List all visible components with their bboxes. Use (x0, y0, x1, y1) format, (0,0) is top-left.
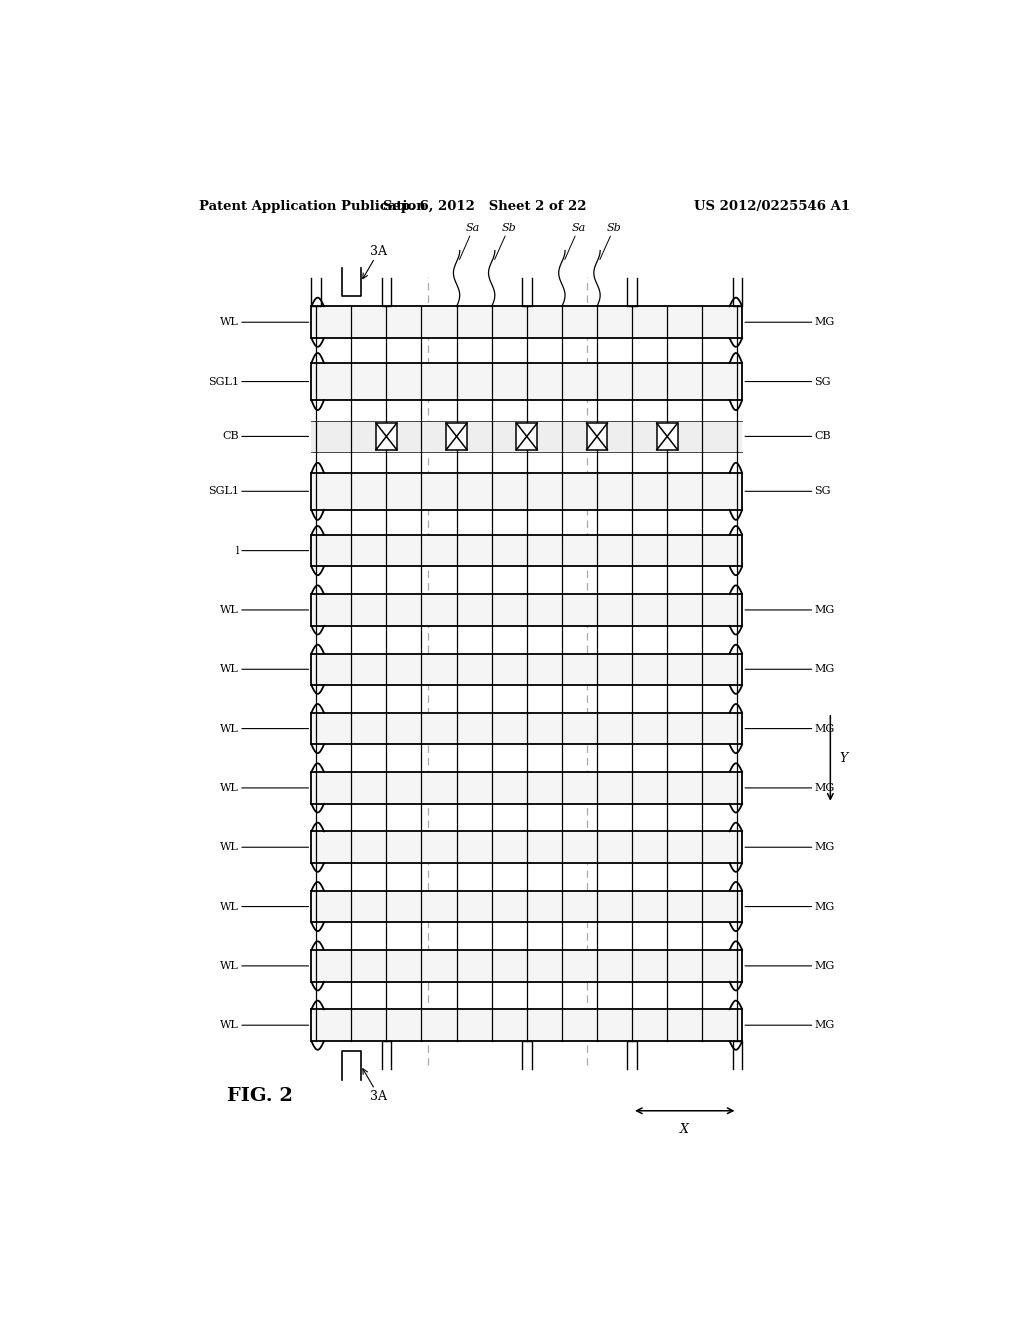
Text: MG: MG (745, 842, 835, 853)
Text: WL: WL (220, 723, 308, 734)
Bar (311, 594, 742, 626)
Text: SGL1: SGL1 (208, 376, 308, 387)
Text: 3A: 3A (362, 1069, 387, 1102)
Text: SG: SG (745, 486, 830, 496)
Text: MG: MG (745, 605, 835, 615)
Text: MG: MG (745, 783, 835, 793)
Text: Sep. 6, 2012   Sheet 2 of 22: Sep. 6, 2012 Sheet 2 of 22 (383, 199, 587, 213)
Text: MG: MG (745, 664, 835, 675)
Text: SGL1: SGL1 (208, 486, 308, 496)
Text: X: X (680, 1123, 689, 1137)
Bar (311, 891, 742, 923)
Text: l: l (236, 545, 308, 556)
Bar (311, 473, 742, 510)
Text: WL: WL (220, 605, 308, 615)
Text: CB: CB (745, 432, 831, 441)
Text: WL: WL (220, 317, 308, 327)
Bar (656, 422, 678, 450)
Text: MG: MG (745, 902, 835, 912)
Bar (376, 422, 397, 450)
Bar (446, 422, 467, 450)
Text: WL: WL (220, 902, 308, 912)
Text: WL: WL (220, 664, 308, 675)
Bar (311, 950, 742, 982)
Text: MG: MG (745, 1020, 835, 1030)
Text: Sb: Sb (495, 223, 516, 260)
Text: WL: WL (220, 1020, 308, 1030)
Bar (587, 422, 607, 450)
Text: MG: MG (745, 723, 835, 734)
Bar (311, 1010, 742, 1041)
Text: SG: SG (745, 376, 830, 387)
Bar (311, 306, 742, 338)
Text: CB: CB (222, 432, 308, 441)
Bar (516, 422, 538, 450)
Text: Sb: Sb (600, 223, 622, 260)
Bar (311, 832, 742, 863)
Text: WL: WL (220, 961, 308, 972)
Text: US 2012/0225546 A1: US 2012/0225546 A1 (694, 199, 850, 213)
Text: MG: MG (745, 317, 835, 327)
Text: Patent Application Publication: Patent Application Publication (200, 199, 426, 213)
Text: Y: Y (840, 752, 848, 764)
Bar (311, 713, 742, 744)
Text: MG: MG (745, 961, 835, 972)
Bar (311, 653, 742, 685)
Text: FIG. 2: FIG. 2 (227, 1088, 293, 1105)
Text: 3A: 3A (362, 244, 387, 279)
Text: Sa: Sa (565, 223, 586, 260)
Bar (311, 535, 742, 566)
Text: Sa: Sa (460, 223, 480, 260)
Text: WL: WL (220, 842, 308, 853)
Bar (311, 421, 742, 453)
Bar (311, 772, 742, 804)
Text: WL: WL (220, 783, 308, 793)
Bar (311, 363, 742, 400)
